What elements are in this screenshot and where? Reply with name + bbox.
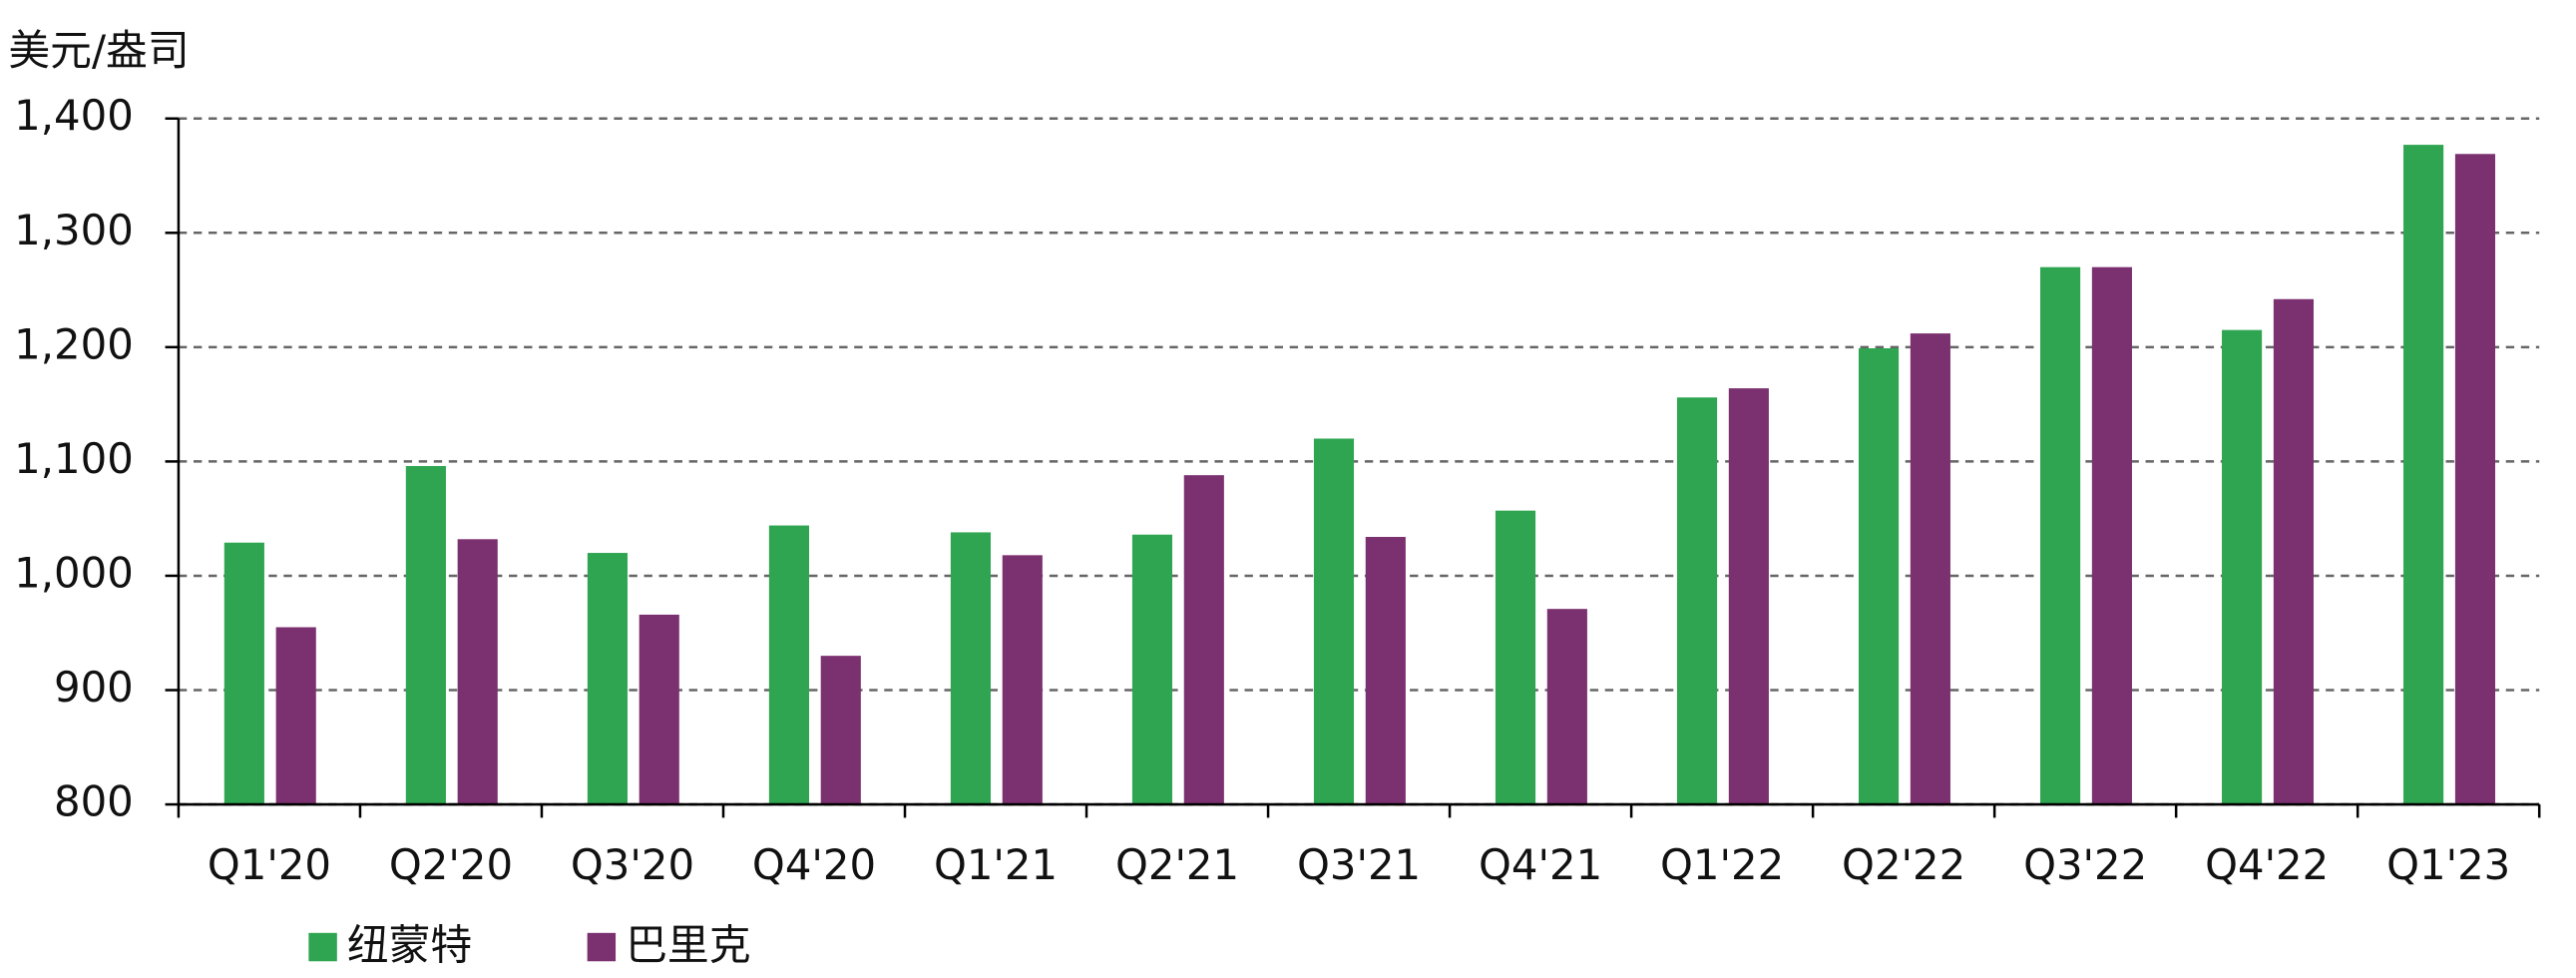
bar — [1858, 348, 1900, 805]
legend-swatch — [308, 932, 337, 962]
bar — [587, 553, 628, 805]
y-tick-label: 800 — [54, 777, 134, 826]
x-tick-label: Q2'21 — [1115, 840, 1239, 889]
y-tick-label: 900 — [54, 663, 134, 712]
bar — [275, 627, 316, 805]
bar — [2273, 298, 2315, 805]
bar — [768, 525, 809, 805]
y-tick-label: 1,200 — [14, 319, 134, 368]
y-tick-label: 1,300 — [14, 206, 134, 254]
y-tick-label: 1,000 — [14, 548, 134, 597]
x-tick-label: Q3'21 — [1297, 840, 1421, 889]
x-tick-label: Q3'22 — [2023, 840, 2147, 889]
bar — [2040, 266, 2081, 805]
bar — [1910, 333, 1950, 805]
bar — [1131, 534, 1173, 805]
legend-label: 巴里克 — [626, 920, 750, 969]
bar — [950, 532, 992, 805]
bar — [1495, 510, 1536, 805]
bar — [1183, 475, 1224, 805]
bar — [2222, 329, 2263, 805]
y-axis-label: 美元/盎司 — [8, 26, 189, 75]
bar — [405, 465, 446, 805]
bar — [1546, 609, 1587, 805]
y-tick-label: 1,400 — [14, 91, 134, 140]
bar — [223, 542, 264, 805]
x-tick-label: Q4'22 — [2205, 840, 2329, 889]
bar — [820, 656, 861, 805]
x-tick-label: Q4'20 — [752, 840, 876, 889]
bar — [2091, 266, 2132, 805]
bar — [1728, 388, 1769, 805]
x-tick-label: Q1'20 — [208, 840, 331, 889]
bar — [2454, 154, 2496, 805]
legend-swatch — [587, 932, 617, 962]
bar — [2403, 145, 2444, 805]
y-tick-label: 1,100 — [14, 434, 134, 483]
bar — [1313, 438, 1355, 805]
x-tick-label: Q1'22 — [1660, 840, 1784, 889]
legend-label: 纽蒙特 — [347, 920, 472, 969]
x-tick-label: Q2'20 — [389, 840, 513, 889]
bar — [1676, 397, 1718, 805]
bar — [639, 614, 679, 805]
bar — [1365, 537, 1406, 805]
x-tick-label: Q1'23 — [2386, 840, 2510, 889]
bar — [457, 539, 498, 805]
x-tick-label: Q1'21 — [934, 840, 1058, 889]
x-tick-label: Q4'21 — [1479, 840, 1602, 889]
bar — [1002, 555, 1043, 805]
x-tick-label: Q3'20 — [571, 840, 694, 889]
x-tick-label: Q2'22 — [1842, 840, 1965, 889]
